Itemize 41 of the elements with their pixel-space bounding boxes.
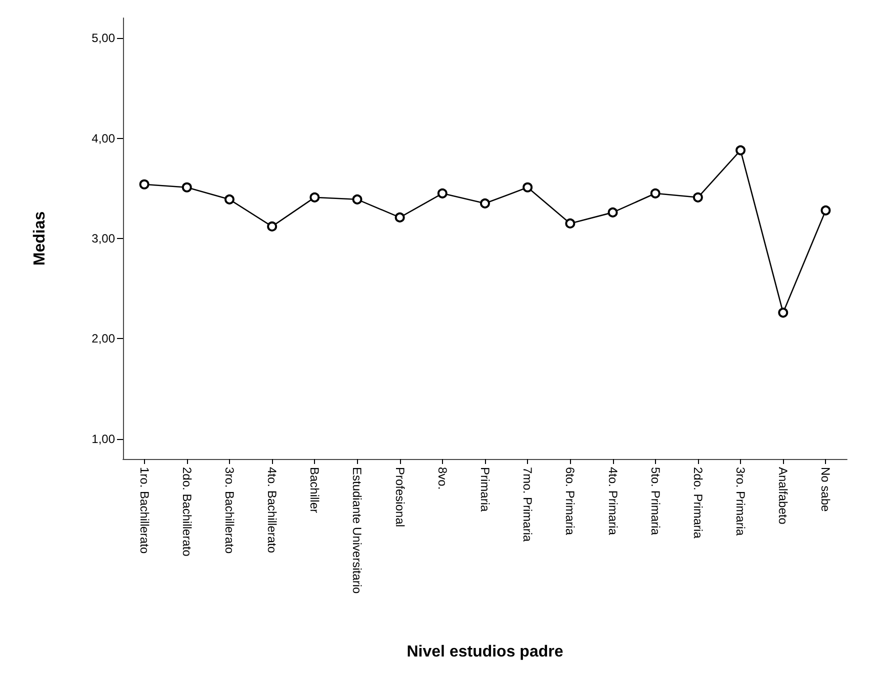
x-tick-label: 2do. Primaria (690, 467, 705, 539)
x-axis-title: Nivel estudios padre (406, 644, 564, 660)
x-tick-label: 6to. Primaria (563, 467, 578, 536)
x-tick-label: 4to. Primaria (606, 467, 620, 536)
point (650, 188, 660, 198)
x-tick-label: No sabe (818, 467, 833, 512)
x-tick-label: 3ro. Primaria (734, 467, 748, 536)
point (736, 145, 746, 156)
point (267, 221, 278, 232)
point (778, 308, 788, 318)
y-tick-label: 5,00 (92, 31, 116, 46)
x-tick-label: 7mo. Primaria (520, 467, 535, 542)
x-tick-label: 8vo. (435, 467, 450, 490)
point (608, 207, 618, 218)
x-tick-label: 1ro. Bachillerato (137, 467, 152, 554)
x-tick-label: Bachiller (308, 467, 322, 514)
y-tick-label: 2,00 (92, 332, 116, 346)
point (224, 194, 234, 204)
y-tick-label: 4,00 (92, 131, 116, 146)
point (139, 179, 150, 190)
point (352, 194, 362, 204)
x-tick-label: Primaria (478, 467, 492, 512)
x-tick-label: Estudiante Universitario (350, 467, 364, 594)
point (692, 192, 703, 202)
point (522, 182, 533, 192)
point (437, 188, 448, 198)
x-tick-label: 5to. Primaria (648, 467, 662, 536)
y-tick-label: 1,00 (92, 432, 116, 446)
point (565, 218, 576, 228)
point (480, 198, 490, 208)
x-tick-label: 4to. Bachillerato (265, 467, 280, 554)
y-axis-title: Medias (32, 211, 48, 266)
x-tick-label: 3ro. Bachillerato (222, 467, 236, 554)
y-tick-label: 3,00 (92, 232, 116, 246)
point (394, 212, 405, 222)
x-tick-label: 2do. Bachillerato (180, 467, 194, 557)
point (820, 205, 831, 216)
x-tick-label: Analfabeto (776, 467, 790, 525)
point (182, 182, 192, 192)
x-tick-label: Profesional (392, 467, 407, 528)
point (310, 192, 320, 202)
